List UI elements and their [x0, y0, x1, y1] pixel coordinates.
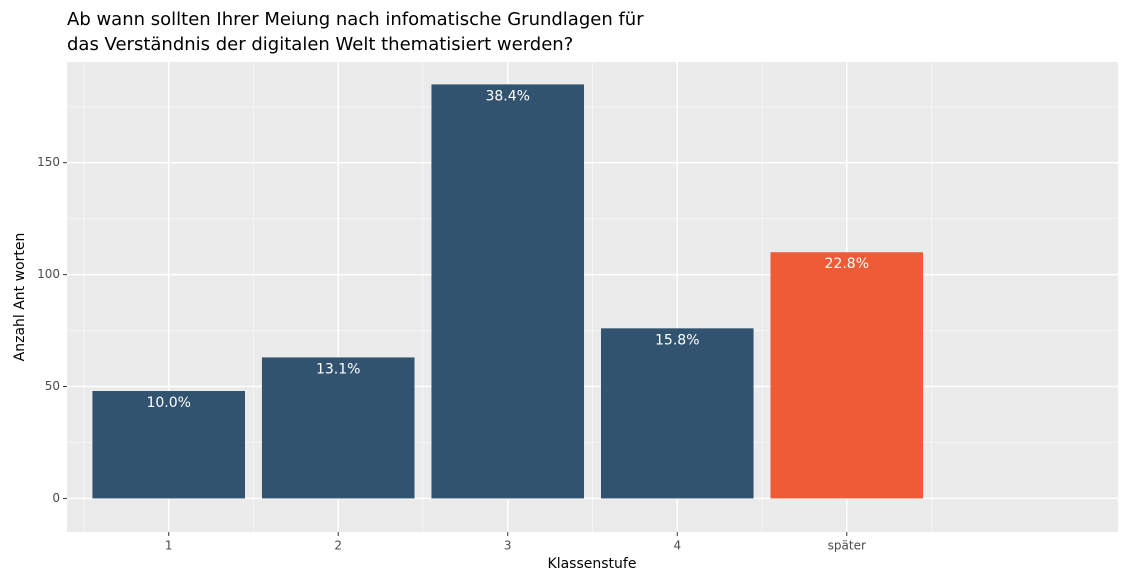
y-axis-title: Anzahl Ant worten [12, 233, 28, 362]
chart-title: Ab wann sollten Ihrer Meiung nach infoma… [67, 9, 644, 30]
y-tick-label: 100 [37, 267, 60, 281]
x-tick-label: 1 [165, 539, 173, 553]
bar [431, 84, 585, 499]
bar [92, 391, 245, 499]
data-label: 10.0% [146, 395, 190, 411]
x-axis-title: Klassenstufe [548, 556, 637, 571]
data-label: 15.8% [655, 332, 699, 348]
bar [770, 252, 924, 499]
x-tick-label: 3 [504, 539, 512, 553]
y-tick-label: 50 [45, 379, 60, 393]
x-tick-label: 4 [673, 539, 681, 553]
x-tick-label: 2 [334, 539, 342, 553]
chart-title: das Verständnis der digitalen Welt thema… [67, 34, 573, 55]
bar [600, 328, 754, 499]
x-tick-label: später [828, 539, 866, 553]
bar [261, 357, 415, 499]
y-tick-label: 0 [52, 491, 60, 505]
data-label: 22.8% [825, 256, 869, 272]
data-label: 13.1% [316, 361, 360, 377]
data-label: 38.4% [485, 88, 529, 104]
y-tick-label: 150 [37, 155, 60, 169]
